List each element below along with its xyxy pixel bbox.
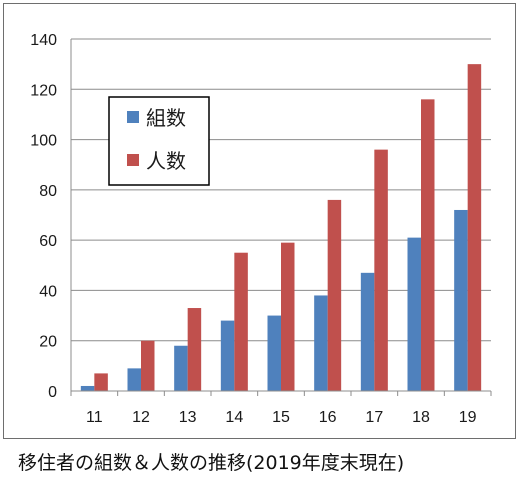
y-tick-labels: 0 20 40 60 80 100 120 140 (30, 32, 57, 401)
x-tick-label: 16 (319, 409, 337, 426)
bar-series-1-19 (454, 209, 468, 391)
bar-series-2-14 (234, 252, 248, 391)
bar-series-1-14 (220, 320, 235, 391)
legend-label-series-1: 組数 (146, 106, 186, 130)
bar-series-2-13 (187, 308, 202, 391)
axes (70, 39, 492, 396)
x-tick-label: 11 (86, 409, 103, 426)
bar-series-1-12 (127, 368, 141, 391)
y-tick-label: 20 (39, 334, 57, 351)
legend-label-series-2: 人数 (146, 149, 186, 173)
chart-caption: 移住者の組数＆人数の推移(2019年度末現在) (18, 452, 405, 474)
bar-series-2-19 (467, 64, 482, 392)
y-tick-label: 120 (30, 82, 57, 99)
x-tick-label: 18 (412, 409, 430, 426)
legend-swatch-series-2 (127, 154, 139, 166)
x-tick-label: 14 (225, 409, 243, 426)
x-tick-label: 12 (132, 409, 150, 426)
legend-swatch-series-1 (127, 111, 139, 123)
bar-series-1-11 (80, 385, 95, 391)
legend: 組数 人数 (108, 96, 210, 186)
bar-series-2-17 (374, 149, 388, 391)
x-tick-label: 17 (365, 409, 383, 426)
y-tick-label: 80 (39, 183, 57, 200)
bar-series-2-12 (141, 340, 155, 391)
x-tick-label: 13 (179, 409, 197, 426)
bar-series-1-16 (314, 295, 328, 391)
bar-series-1-13 (174, 345, 188, 391)
y-tick-label: 100 (30, 133, 57, 150)
bar-series-2-11 (94, 373, 108, 391)
x-tick-labels: 11 12 13 14 15 16 17 18 19 (86, 409, 477, 426)
bars (80, 64, 482, 392)
bar-series-1-18 (407, 237, 421, 391)
bar-chart: 0 20 40 60 80 100 120 140 11 12 13 14 15 16 17 18 19 組数… (30, 32, 492, 426)
bar-series-2-16 (327, 199, 342, 391)
y-tick-label: 60 (39, 233, 57, 250)
y-tick-label: 0 (48, 384, 57, 401)
bar-series-1-15 (267, 315, 281, 391)
x-tick-label: 19 (459, 409, 477, 426)
x-tick-label: 15 (272, 409, 290, 426)
bar-series-1-17 (360, 272, 375, 391)
y-tick-label: 140 (30, 32, 57, 49)
bar-series-2-15 (281, 242, 295, 391)
y-tick-label: 40 (39, 283, 57, 300)
bar-series-2-18 (421, 99, 435, 391)
legend-box (108, 96, 210, 186)
